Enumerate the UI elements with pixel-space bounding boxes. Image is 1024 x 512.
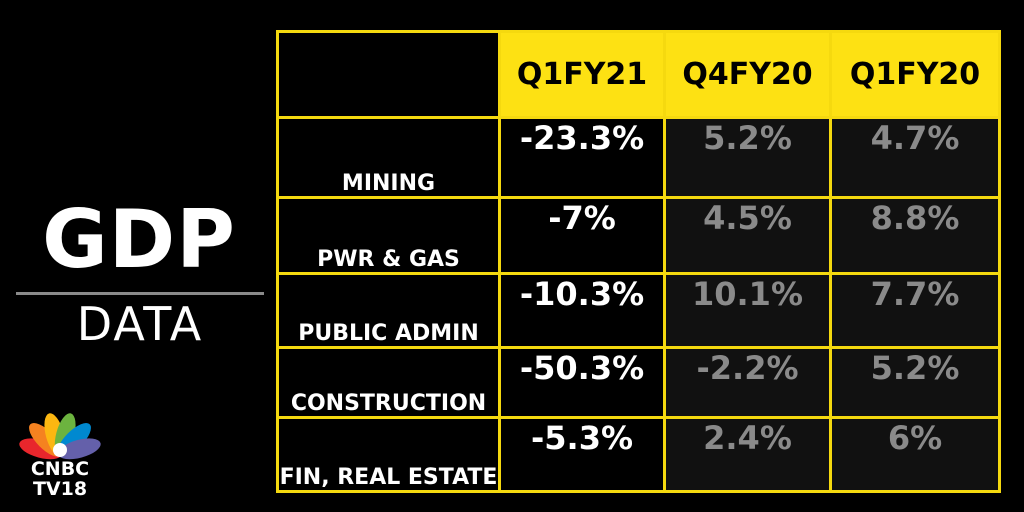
page-title: GDP: [42, 193, 236, 286]
value-cell: 10.1%: [663, 272, 832, 349]
page-subtitle: DATA: [76, 297, 204, 351]
value-cell: 8.8%: [829, 196, 1001, 275]
row-label: PWR & GAS: [276, 196, 501, 275]
value-cell: -5.3%: [498, 416, 666, 493]
gdp-table: Q1FY21 Q4FY20 Q1FY20 MINING -23.3% 5.2% …: [276, 30, 1001, 493]
table-corner: [276, 30, 501, 119]
table-row: CONSTRUCTION -50.3% -2.2% 5.2%: [276, 346, 1001, 419]
value-cell: -23.3%: [498, 116, 666, 199]
table-row: MINING -23.3% 5.2% 4.7%: [276, 116, 1001, 199]
row-label: MINING: [276, 116, 501, 199]
peacock-icon: [19, 413, 101, 460]
value-cell: 6%: [829, 416, 1001, 493]
value-cell: 5.2%: [829, 346, 1001, 419]
table-header-row: Q1FY21 Q4FY20 Q1FY20: [276, 30, 1001, 119]
row-label: CONSTRUCTION: [276, 346, 501, 419]
value-cell: 4.5%: [663, 196, 832, 275]
value-cell: 2.4%: [663, 416, 832, 493]
table-row: PWR & GAS -7% 4.5% 8.8%: [276, 196, 1001, 275]
value-cell: -2.2%: [663, 346, 832, 419]
value-cell: 5.2%: [663, 116, 832, 199]
title-divider: [16, 292, 264, 295]
value-cell: 7.7%: [829, 272, 1001, 349]
value-cell: -7%: [498, 196, 666, 275]
table-row: PUBLIC ADMIN -10.3% 10.1% 7.7%: [276, 272, 1001, 349]
column-header: Q1FY20: [829, 30, 1001, 119]
column-header: Q1FY21: [498, 30, 666, 119]
column-header: Q4FY20: [663, 30, 832, 119]
value-cell: -10.3%: [498, 272, 666, 349]
row-label: PUBLIC ADMIN: [276, 272, 501, 349]
table-row: FIN, REAL ESTATE -5.3% 2.4% 6%: [276, 416, 1001, 493]
value-cell: -50.3%: [498, 346, 666, 419]
value-cell: 4.7%: [829, 116, 1001, 199]
logo-line-1: CNBC: [30, 458, 90, 480]
logo-line-2: TV18: [32, 478, 88, 500]
cnbc-tv18-logo: CNBC TV18: [8, 402, 112, 506]
row-label: FIN, REAL ESTATE: [276, 416, 501, 493]
